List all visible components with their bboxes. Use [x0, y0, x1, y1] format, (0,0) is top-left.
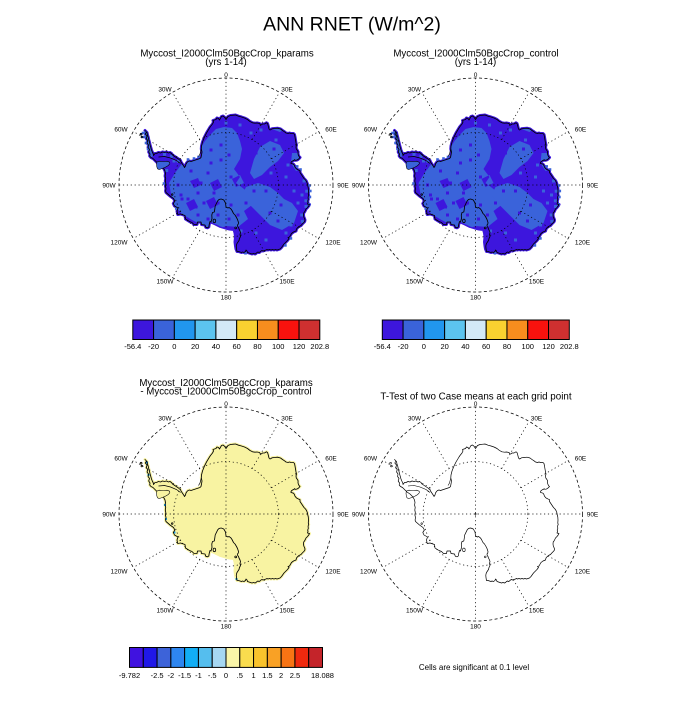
svg-text:ANN RNET (W/m^2): ANN RNET (W/m^2) [263, 14, 441, 36]
svg-text:30E: 30E [531, 415, 543, 422]
svg-text:30W: 30W [408, 86, 422, 93]
svg-text:90W: 90W [102, 182, 116, 189]
svg-text:30W: 30W [158, 86, 172, 93]
svg-text:18.088: 18.088 [311, 671, 334, 680]
svg-text:60E: 60E [575, 126, 587, 133]
svg-text:-20: -20 [398, 342, 409, 351]
svg-text:Myccost_I2000Clm50BgcCrop_kpar: Myccost_I2000Clm50BgcCrop_kparams [140, 49, 314, 60]
svg-text:0: 0 [224, 671, 228, 680]
svg-text:60W: 60W [114, 455, 128, 462]
svg-text:-.5: -.5 [208, 671, 217, 680]
svg-text:120W: 120W [360, 568, 378, 575]
svg-text:0: 0 [474, 72, 478, 79]
svg-text:-56.4: -56.4 [124, 342, 141, 351]
svg-text:150W: 150W [406, 607, 424, 614]
svg-text:80: 80 [253, 342, 261, 351]
svg-text:150W: 150W [157, 278, 175, 285]
svg-text:- Myccost_I2000Clm50BgcCrop_co: - Myccost_I2000Clm50BgcCrop_control [140, 387, 311, 398]
svg-text:(yrs 1-14): (yrs 1-14) [205, 57, 246, 68]
svg-text:120E: 120E [325, 239, 341, 246]
svg-text:40: 40 [212, 342, 220, 351]
svg-text:60W: 60W [364, 455, 378, 462]
svg-text:202.8: 202.8 [560, 342, 579, 351]
svg-text:120E: 120E [325, 568, 341, 575]
svg-text:120: 120 [293, 342, 306, 351]
svg-text:150E: 150E [529, 278, 545, 285]
svg-text:120W: 120W [111, 568, 129, 575]
svg-text:90W: 90W [352, 511, 366, 518]
svg-text:60: 60 [233, 342, 241, 351]
svg-text:90E: 90E [337, 182, 349, 189]
svg-text:Myccost_I2000Clm50BgcCrop_cont: Myccost_I2000Clm50BgcCrop_control [393, 49, 558, 60]
svg-text:-9.782: -9.782 [119, 671, 140, 680]
svg-text:90E: 90E [587, 511, 599, 518]
svg-text:180: 180 [221, 294, 232, 301]
svg-text:120: 120 [542, 342, 555, 351]
svg-text:90E: 90E [337, 511, 349, 518]
svg-text:.5: .5 [237, 671, 243, 680]
svg-text:30E: 30E [531, 86, 543, 93]
svg-text:40: 40 [461, 342, 469, 351]
svg-text:30E: 30E [281, 415, 293, 422]
svg-text:60E: 60E [325, 126, 337, 133]
svg-text:90E: 90E [587, 182, 599, 189]
svg-text:0: 0 [474, 401, 478, 408]
svg-text:-2.5: -2.5 [151, 671, 164, 680]
svg-text:-20: -20 [148, 342, 159, 351]
svg-text:-1.5: -1.5 [178, 671, 191, 680]
svg-text:90W: 90W [102, 511, 116, 518]
svg-text:60: 60 [482, 342, 490, 351]
svg-text:T-Test of two Case means at ea: T-Test of two Case means at each grid po… [380, 392, 571, 403]
svg-text:Cells are significant at 0.1 l: Cells are significant at 0.1 level [419, 663, 530, 672]
svg-text:0: 0 [172, 342, 176, 351]
svg-text:1.5: 1.5 [262, 671, 272, 680]
svg-text:150W: 150W [157, 607, 175, 614]
svg-text:150E: 150E [279, 278, 295, 285]
svg-text:20: 20 [191, 342, 199, 351]
svg-text:(yrs 1-14): (yrs 1-14) [455, 57, 496, 68]
svg-text:2: 2 [279, 671, 283, 680]
svg-text:-1: -1 [195, 671, 202, 680]
svg-text:1: 1 [251, 671, 255, 680]
svg-text:0: 0 [422, 342, 426, 351]
svg-text:60W: 60W [114, 126, 128, 133]
svg-text:30W: 30W [408, 415, 422, 422]
svg-text:30E: 30E [281, 86, 293, 93]
svg-text:120E: 120E [575, 239, 591, 246]
svg-text:80: 80 [503, 342, 511, 351]
svg-text:150E: 150E [279, 607, 295, 614]
svg-text:60E: 60E [325, 455, 337, 462]
svg-text:120W: 120W [111, 239, 129, 246]
svg-text:180: 180 [221, 623, 232, 630]
svg-text:180: 180 [470, 623, 481, 630]
svg-text:180: 180 [470, 294, 481, 301]
svg-text:60W: 60W [364, 126, 378, 133]
svg-text:120E: 120E [575, 568, 591, 575]
svg-text:120W: 120W [360, 239, 378, 246]
svg-text:2.5: 2.5 [290, 671, 300, 680]
svg-text:0: 0 [224, 72, 228, 79]
svg-text:-2: -2 [168, 671, 175, 680]
svg-text:30W: 30W [158, 415, 172, 422]
svg-text:150W: 150W [406, 278, 424, 285]
svg-text:90W: 90W [352, 182, 366, 189]
svg-text:100: 100 [272, 342, 285, 351]
svg-text:100: 100 [521, 342, 534, 351]
svg-text:20: 20 [440, 342, 448, 351]
svg-text:Myccost_I2000Clm50BgcCrop_kpar: Myccost_I2000Clm50BgcCrop_kparams [139, 378, 313, 389]
svg-text:202.8: 202.8 [310, 342, 329, 351]
svg-text:60E: 60E [575, 455, 587, 462]
svg-text:150E: 150E [529, 607, 545, 614]
svg-text:0: 0 [224, 401, 228, 408]
svg-text:-56.4: -56.4 [374, 342, 391, 351]
